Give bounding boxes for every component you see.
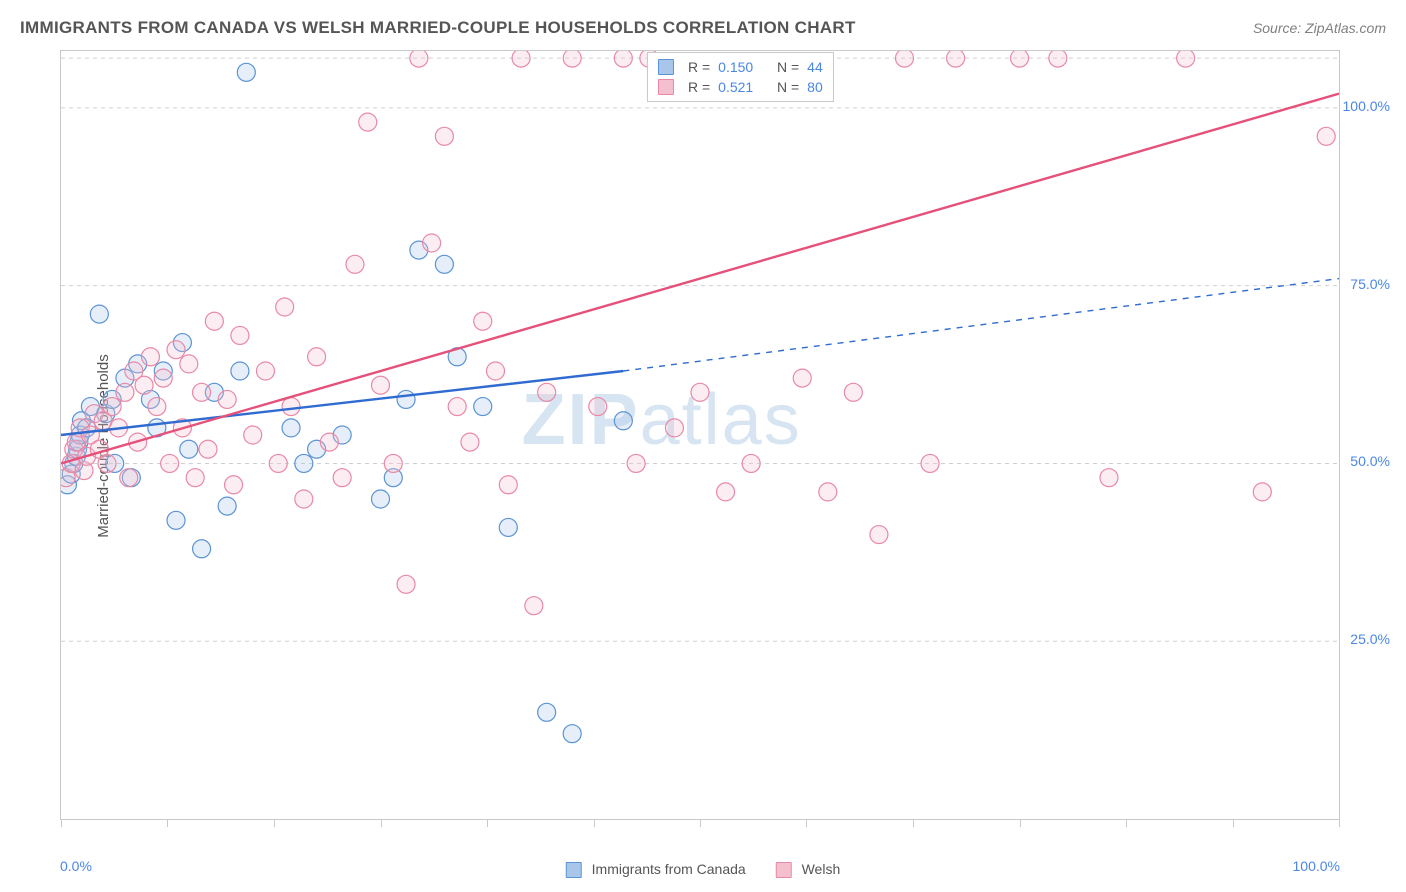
x-axis-max-label: 100.0% xyxy=(1293,858,1340,874)
stat-legend-box: R = 0.150 N = 44 R = 0.521 N = 80 xyxy=(647,52,834,102)
stat-n-label: N = xyxy=(777,59,799,75)
x-tick xyxy=(274,819,275,827)
y-tick-label: 25.0% xyxy=(1350,631,1390,647)
scatter-svg xyxy=(61,51,1339,819)
x-tick xyxy=(167,819,168,827)
header-row: IMMIGRANTS FROM CANADA VS WELSH MARRIED-… xyxy=(20,18,1386,38)
legend-label-welsh: Welsh xyxy=(802,861,841,877)
chart-title: IMMIGRANTS FROM CANADA VS WELSH MARRIED-… xyxy=(20,18,856,38)
chart-container: IMMIGRANTS FROM CANADA VS WELSH MARRIED-… xyxy=(0,0,1406,892)
legend-item-canada: Immigrants from Canada xyxy=(566,861,746,878)
swatch-welsh xyxy=(776,862,792,878)
x-tick xyxy=(61,819,62,827)
stat-swatch-canada xyxy=(658,59,674,75)
stat-row-canada: R = 0.150 N = 44 xyxy=(658,57,823,77)
x-tick xyxy=(806,819,807,827)
x-axis-min-label: 0.0% xyxy=(60,858,92,874)
source-label: Source: ZipAtlas.com xyxy=(1253,20,1386,36)
legend-label-canada: Immigrants from Canada xyxy=(592,861,746,877)
stat-swatch-welsh xyxy=(658,79,674,95)
stat-n-welsh: 80 xyxy=(807,79,823,95)
x-tick xyxy=(913,819,914,827)
plot-area: ZIPatlas xyxy=(60,50,1340,820)
stat-r-canada: 0.150 xyxy=(718,59,753,75)
y-tick-label: 100.0% xyxy=(1343,98,1390,114)
x-tick xyxy=(594,819,595,827)
stat-n-canada: 44 xyxy=(807,59,823,75)
legend-item-welsh: Welsh xyxy=(776,861,841,878)
y-tick-label: 75.0% xyxy=(1350,276,1390,292)
stat-r-welsh: 0.521 xyxy=(718,79,753,95)
x-tick xyxy=(381,819,382,827)
bottom-legend: Immigrants from Canada Welsh xyxy=(566,861,841,878)
stat-n-label2: N = xyxy=(777,79,799,95)
x-tick xyxy=(700,819,701,827)
x-tick xyxy=(1126,819,1127,827)
stat-r-label2: R = xyxy=(688,79,710,95)
stat-r-label: R = xyxy=(688,59,710,75)
x-tick xyxy=(1233,819,1234,827)
x-tick xyxy=(1339,819,1340,827)
swatch-canada xyxy=(566,862,582,878)
x-tick xyxy=(487,819,488,827)
y-tick-label: 50.0% xyxy=(1350,453,1390,469)
x-tick xyxy=(1020,819,1021,827)
stat-row-welsh: R = 0.521 N = 80 xyxy=(658,77,823,97)
